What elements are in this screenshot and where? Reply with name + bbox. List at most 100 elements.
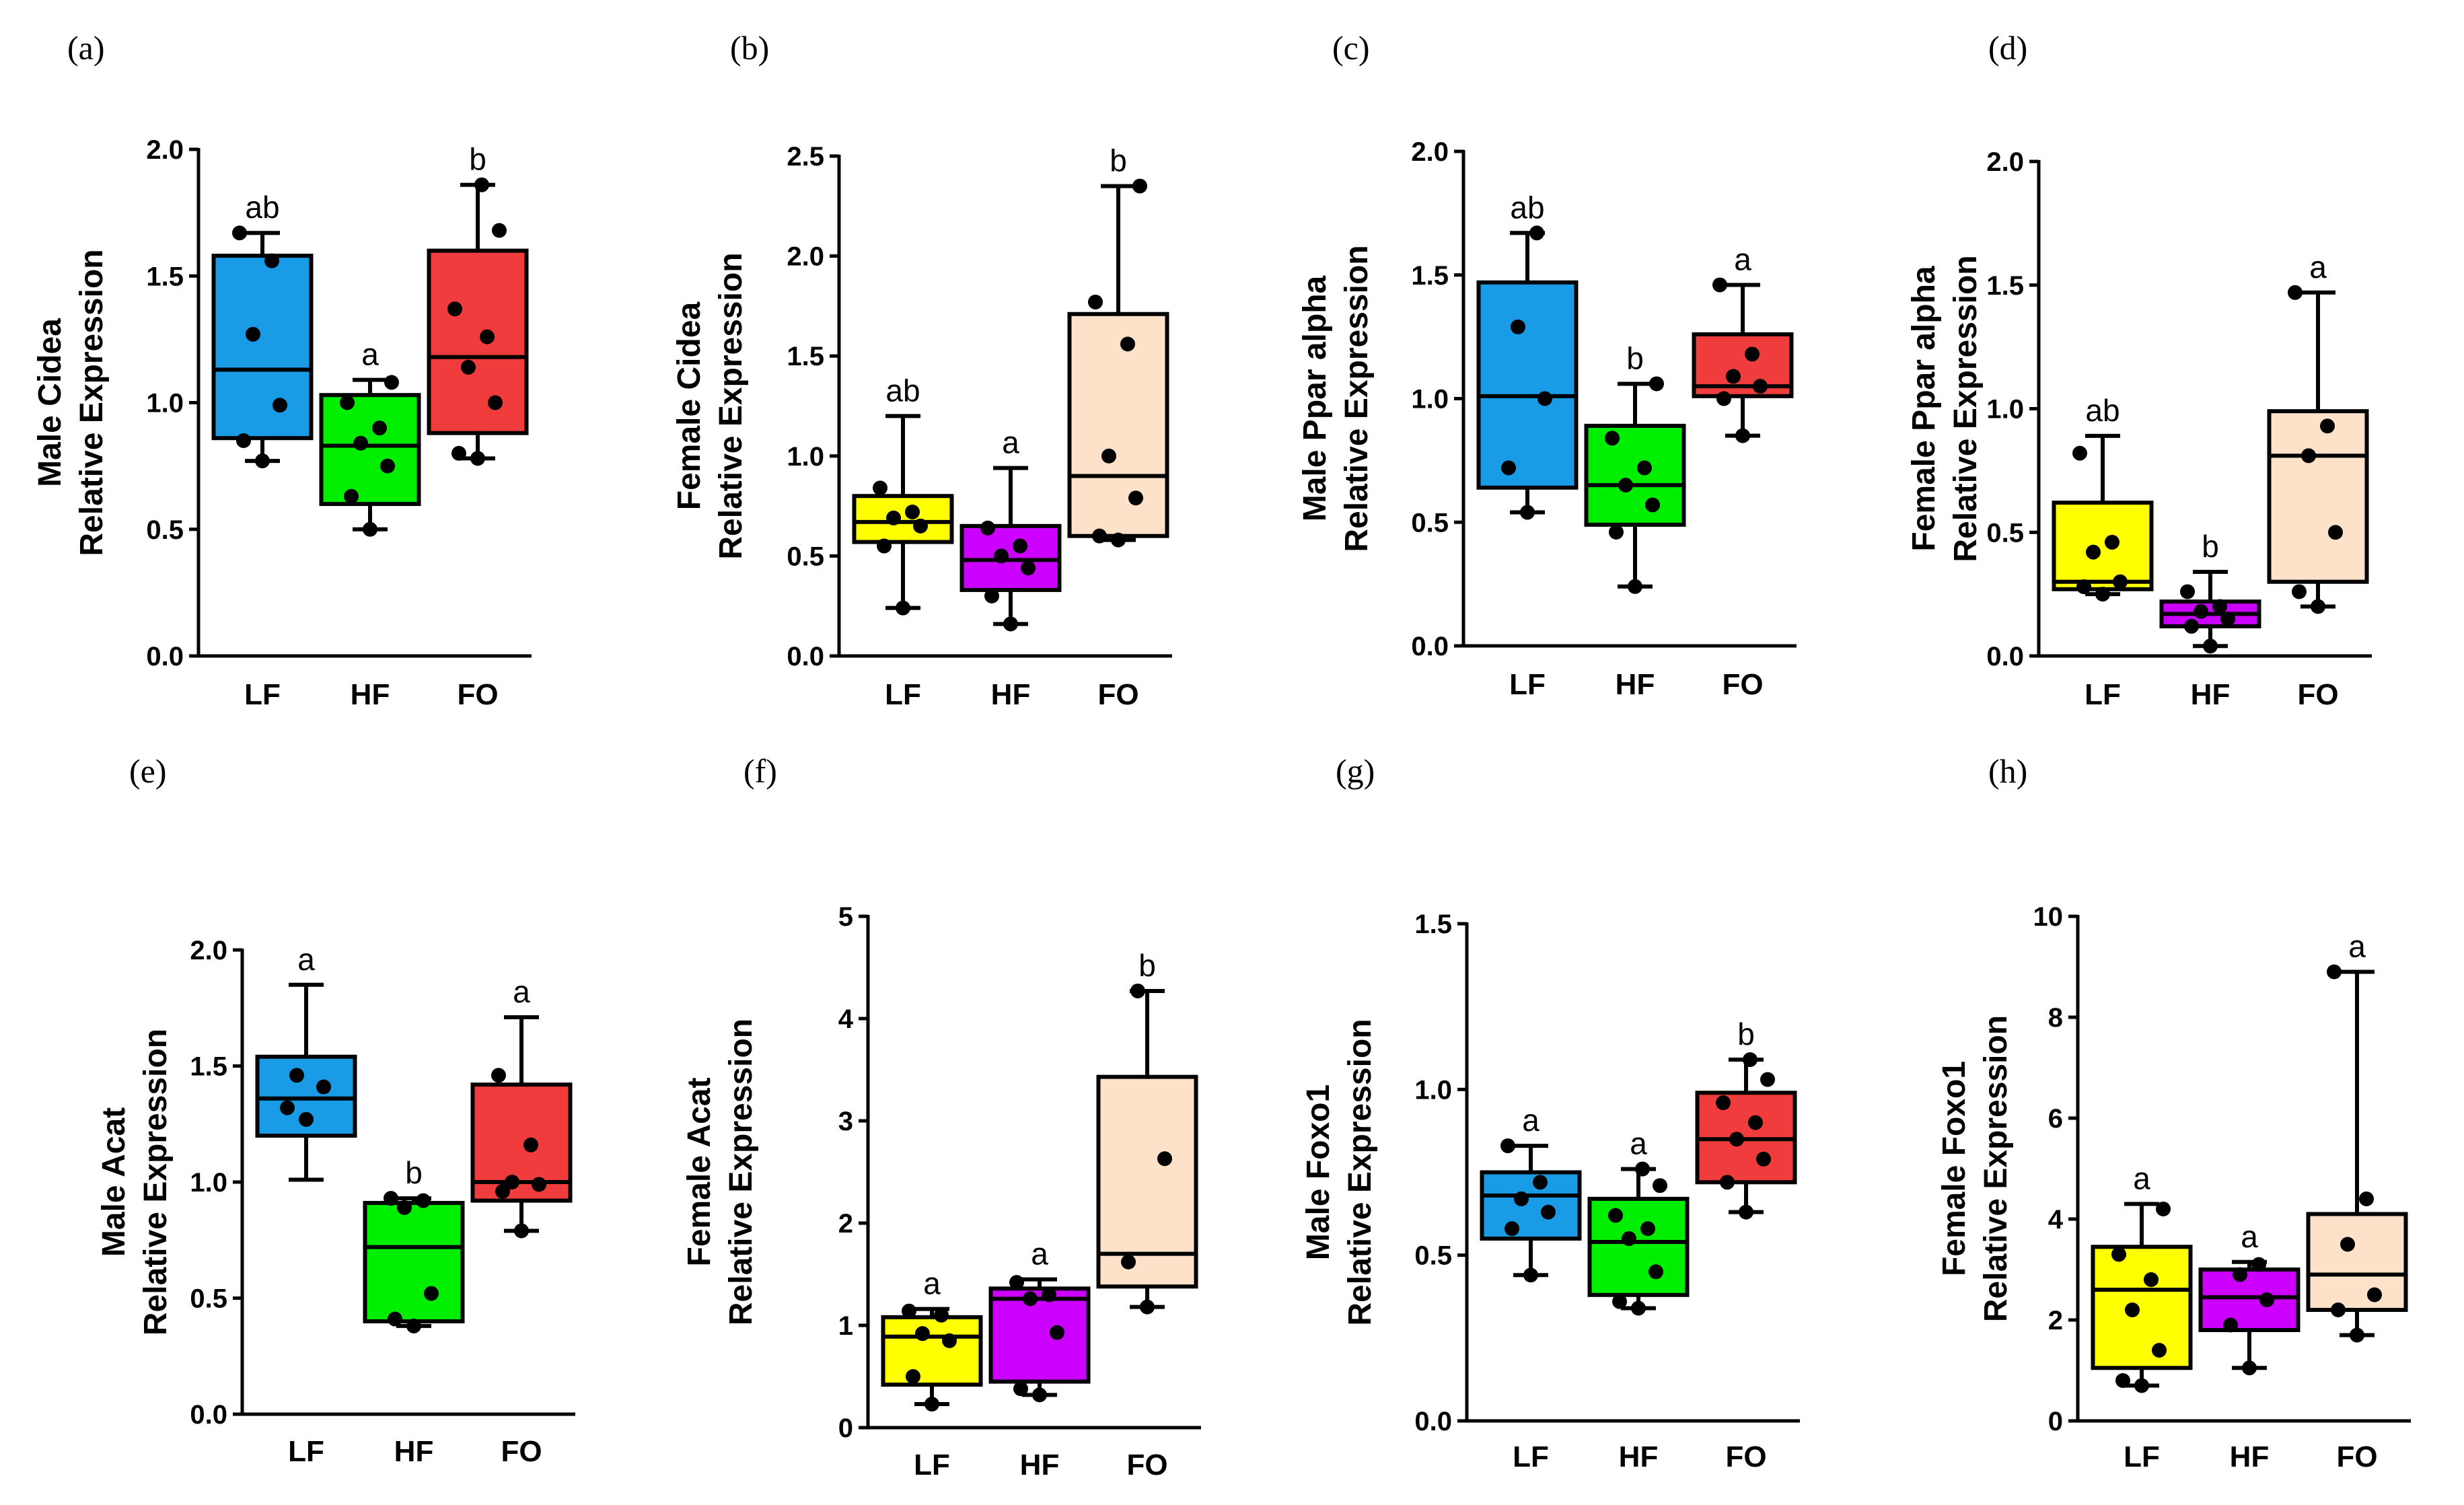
data-point [2212,599,2227,614]
box-body [988,1286,1091,1384]
y-axis-label: Male Cidea Relative Expression [32,249,110,556]
data-point [1635,1161,1650,1177]
data-point [388,1311,402,1327]
y-axis-label: Female Cidea Relative Expression [672,252,749,559]
data-point [2233,1267,2247,1282]
y-tick-label: 0.5 [1986,518,2024,548]
data-point [273,398,287,413]
data-point [1003,616,1018,632]
box-lf: ab [211,190,314,469]
box-body [2306,1212,2408,1312]
y-tick-label: 4 [2048,1205,2064,1235]
box-fo: a [1692,242,1794,443]
x-category-label: HF [2230,1440,2270,1473]
box-body [363,1201,465,1324]
data-point [299,1111,314,1127]
y-tick-label: 0.5 [787,542,824,571]
data-point [1612,1294,1627,1309]
data-point [1157,1151,1172,1167]
x-category-label: HF [1619,1440,1659,1473]
box-body [1587,1196,1690,1297]
data-point [2203,638,2218,654]
data-point [934,1307,949,1323]
data-point [2180,584,2195,599]
data-point [1608,1208,1623,1223]
data-point [1529,225,1544,241]
y-axis-label-line: Female Acat [682,1077,717,1266]
box-body [852,494,954,544]
data-point [2156,1202,2171,1216]
data-point [2086,544,2101,560]
panel-letter: (h) [1988,752,2027,790]
y-axis-label-line: Relative Expression [1978,1015,2014,1322]
data-point [1101,448,1116,464]
y-tick-label: 0.5 [1411,508,1449,538]
data-point [2134,1378,2149,1393]
y-tick-label: 1.5 [1986,271,2024,301]
box-fo: b [427,142,529,466]
y-tick-label: 0 [838,1414,853,1443]
data-point [1032,1387,1047,1403]
data-point [1009,1275,1024,1290]
data-point [2288,285,2303,300]
data-point [416,1193,431,1208]
data-point [2327,964,2342,980]
significance-label: a [2348,929,2366,964]
box-hf: a [1587,1126,1690,1316]
data-point [1712,277,1727,293]
x-category-label: HF [1616,668,1655,701]
y-tick-label: 2.0 [1411,137,1449,167]
data-point [925,1397,939,1412]
data-point [246,326,260,342]
data-point [505,1175,519,1189]
data-point [1021,560,1036,576]
data-point [495,1183,510,1199]
y-axis-label-line: Female Foxo1 [1936,1061,1972,1276]
significance-label: a [2309,250,2327,285]
data-point [2359,1191,2374,1206]
data-point [474,177,489,192]
data-point [1130,983,1145,998]
box-lf: a [2091,1161,2193,1393]
x-category-label: LF [2085,678,2121,711]
y-tick-label: 1 [838,1311,853,1341]
chart-panel-c: (c) Male Ppar alpha Relative Expression 0.0… [1297,29,1797,701]
data-point [1042,1287,1056,1302]
data-point [1013,538,1027,554]
data-point [1716,391,1731,406]
box-lf: a [255,942,357,1182]
y-tick-label: 6 [2048,1104,2063,1134]
data-point [1729,1132,1744,1147]
y-axis-label: Male Foxo1 Relative Expression [1301,1019,1378,1325]
data-point [2095,587,2110,602]
y-tick-label: 1.0 [1414,1075,1452,1105]
box-fo: b [1695,1017,1797,1220]
significance-label: ab [2085,393,2119,428]
data-point [1505,1221,1519,1237]
data-point [1760,1072,1775,1087]
panel-letter: (a) [67,29,105,67]
y-axis-label-line: Male Cidea [32,318,68,487]
data-point [1628,579,1642,594]
x-category-label: FO [457,678,498,711]
y-axis-label-line: Male Acat [96,1107,132,1257]
data-point [913,518,928,534]
data-point [1618,478,1633,493]
y-axis-label-line: Female Cidea [672,301,707,510]
data-point [255,453,270,469]
chart-panel-d: (d)Female Ppar alpha Relative Expression0… [1906,29,2372,711]
data-point [1050,1325,1064,1340]
data-point [406,1318,421,1333]
box-body [319,393,421,507]
significance-label: b [1737,1017,1755,1052]
data-point [2340,1237,2355,1252]
x-category-label: FO [501,1435,542,1468]
significance-label: a [1734,242,1751,277]
y-tick-label: 2.0 [787,242,824,272]
box-body [1584,423,1686,527]
x-category-label: HF [394,1435,434,1468]
y-axis-label-line: Relative Expression [723,1019,759,1325]
data-point [1140,1299,1155,1315]
chart-panel-h: (h) Female Foxo1 Relative Expression 0 2 4 6 8 1… [1936,752,2411,1473]
